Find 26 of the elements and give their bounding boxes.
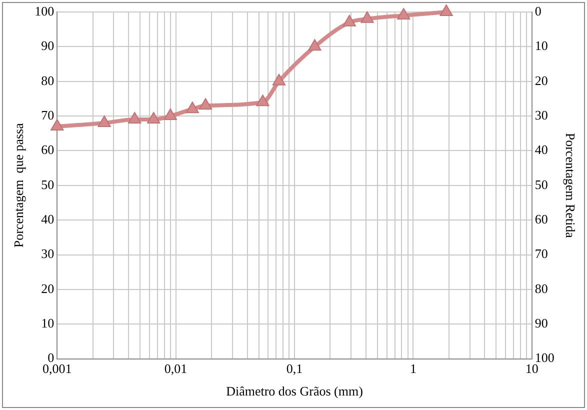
y-tick-label: 60	[41, 142, 54, 158]
y2-tick-label: 90	[534, 316, 548, 331]
x-tick-label: 1	[410, 361, 416, 376]
y2-axis-title: Porcentagem Retida	[562, 132, 578, 238]
y2-tick-label: 70	[534, 246, 548, 262]
y2-tick-label: 30	[534, 107, 548, 122]
y2-tick-label: 40	[534, 142, 548, 158]
y2-tick-label: 10	[534, 38, 548, 54]
y-tick-label: 30	[41, 246, 54, 262]
y2-tick-label: 20	[534, 72, 548, 88]
y-tick-label: 40	[41, 212, 54, 226]
y-axis-title: Porcentagem que passa	[11, 122, 26, 248]
y2-tick-label: 80	[534, 280, 548, 296]
y-tick-label: 50	[41, 176, 54, 192]
y2-tick-label: 50	[534, 176, 548, 192]
x-tick-label: 0,01	[164, 361, 188, 376]
y-tick-label: 20	[41, 280, 54, 296]
x-tick-label: 0,1	[286, 361, 303, 376]
y-tick-label: 10	[41, 316, 54, 331]
y-tick-label: 100	[34, 3, 54, 18]
y-tick-label: 70	[41, 107, 54, 122]
y-tick-label: 90	[41, 38, 54, 54]
y-tick-label: 80	[41, 72, 54, 88]
y2-tick-label: 0	[534, 3, 542, 18]
x-axis-title: Diâmetro dos Grãos (mm)	[226, 384, 363, 399]
y2-tick-label: 60	[534, 212, 548, 226]
